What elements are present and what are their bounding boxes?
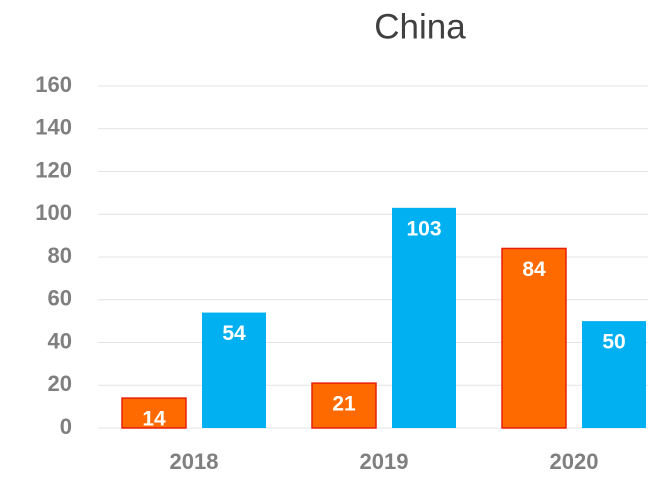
x-tick-label: 2018 <box>170 449 219 474</box>
y-tick-label: 80 <box>48 243 72 268</box>
data-label: 84 <box>522 258 546 281</box>
y-tick-label: 160 <box>35 72 72 97</box>
bar <box>392 207 456 428</box>
bar <box>202 312 266 428</box>
x-tick-label: 2019 <box>360 449 409 474</box>
data-label: 21 <box>332 393 356 416</box>
data-label: 14 <box>142 408 166 431</box>
chart-title: China <box>374 7 466 46</box>
bar <box>311 382 377 429</box>
bar <box>501 247 567 429</box>
data-label: 54 <box>222 322 246 345</box>
data-label: 50 <box>602 331 625 354</box>
y-tick-label: 120 <box>35 157 72 182</box>
y-tick-label: 40 <box>48 328 72 353</box>
y-tick-label: 20 <box>48 371 72 396</box>
y-tick-label: 0 <box>60 414 72 439</box>
x-tick-label: 2020 <box>550 449 599 474</box>
y-tick-label: 140 <box>35 115 72 140</box>
data-label: 103 <box>406 217 441 240</box>
y-tick-label: 60 <box>48 286 72 311</box>
bar <box>121 397 187 429</box>
y-tick-label: 100 <box>35 200 72 225</box>
bar <box>582 321 646 428</box>
